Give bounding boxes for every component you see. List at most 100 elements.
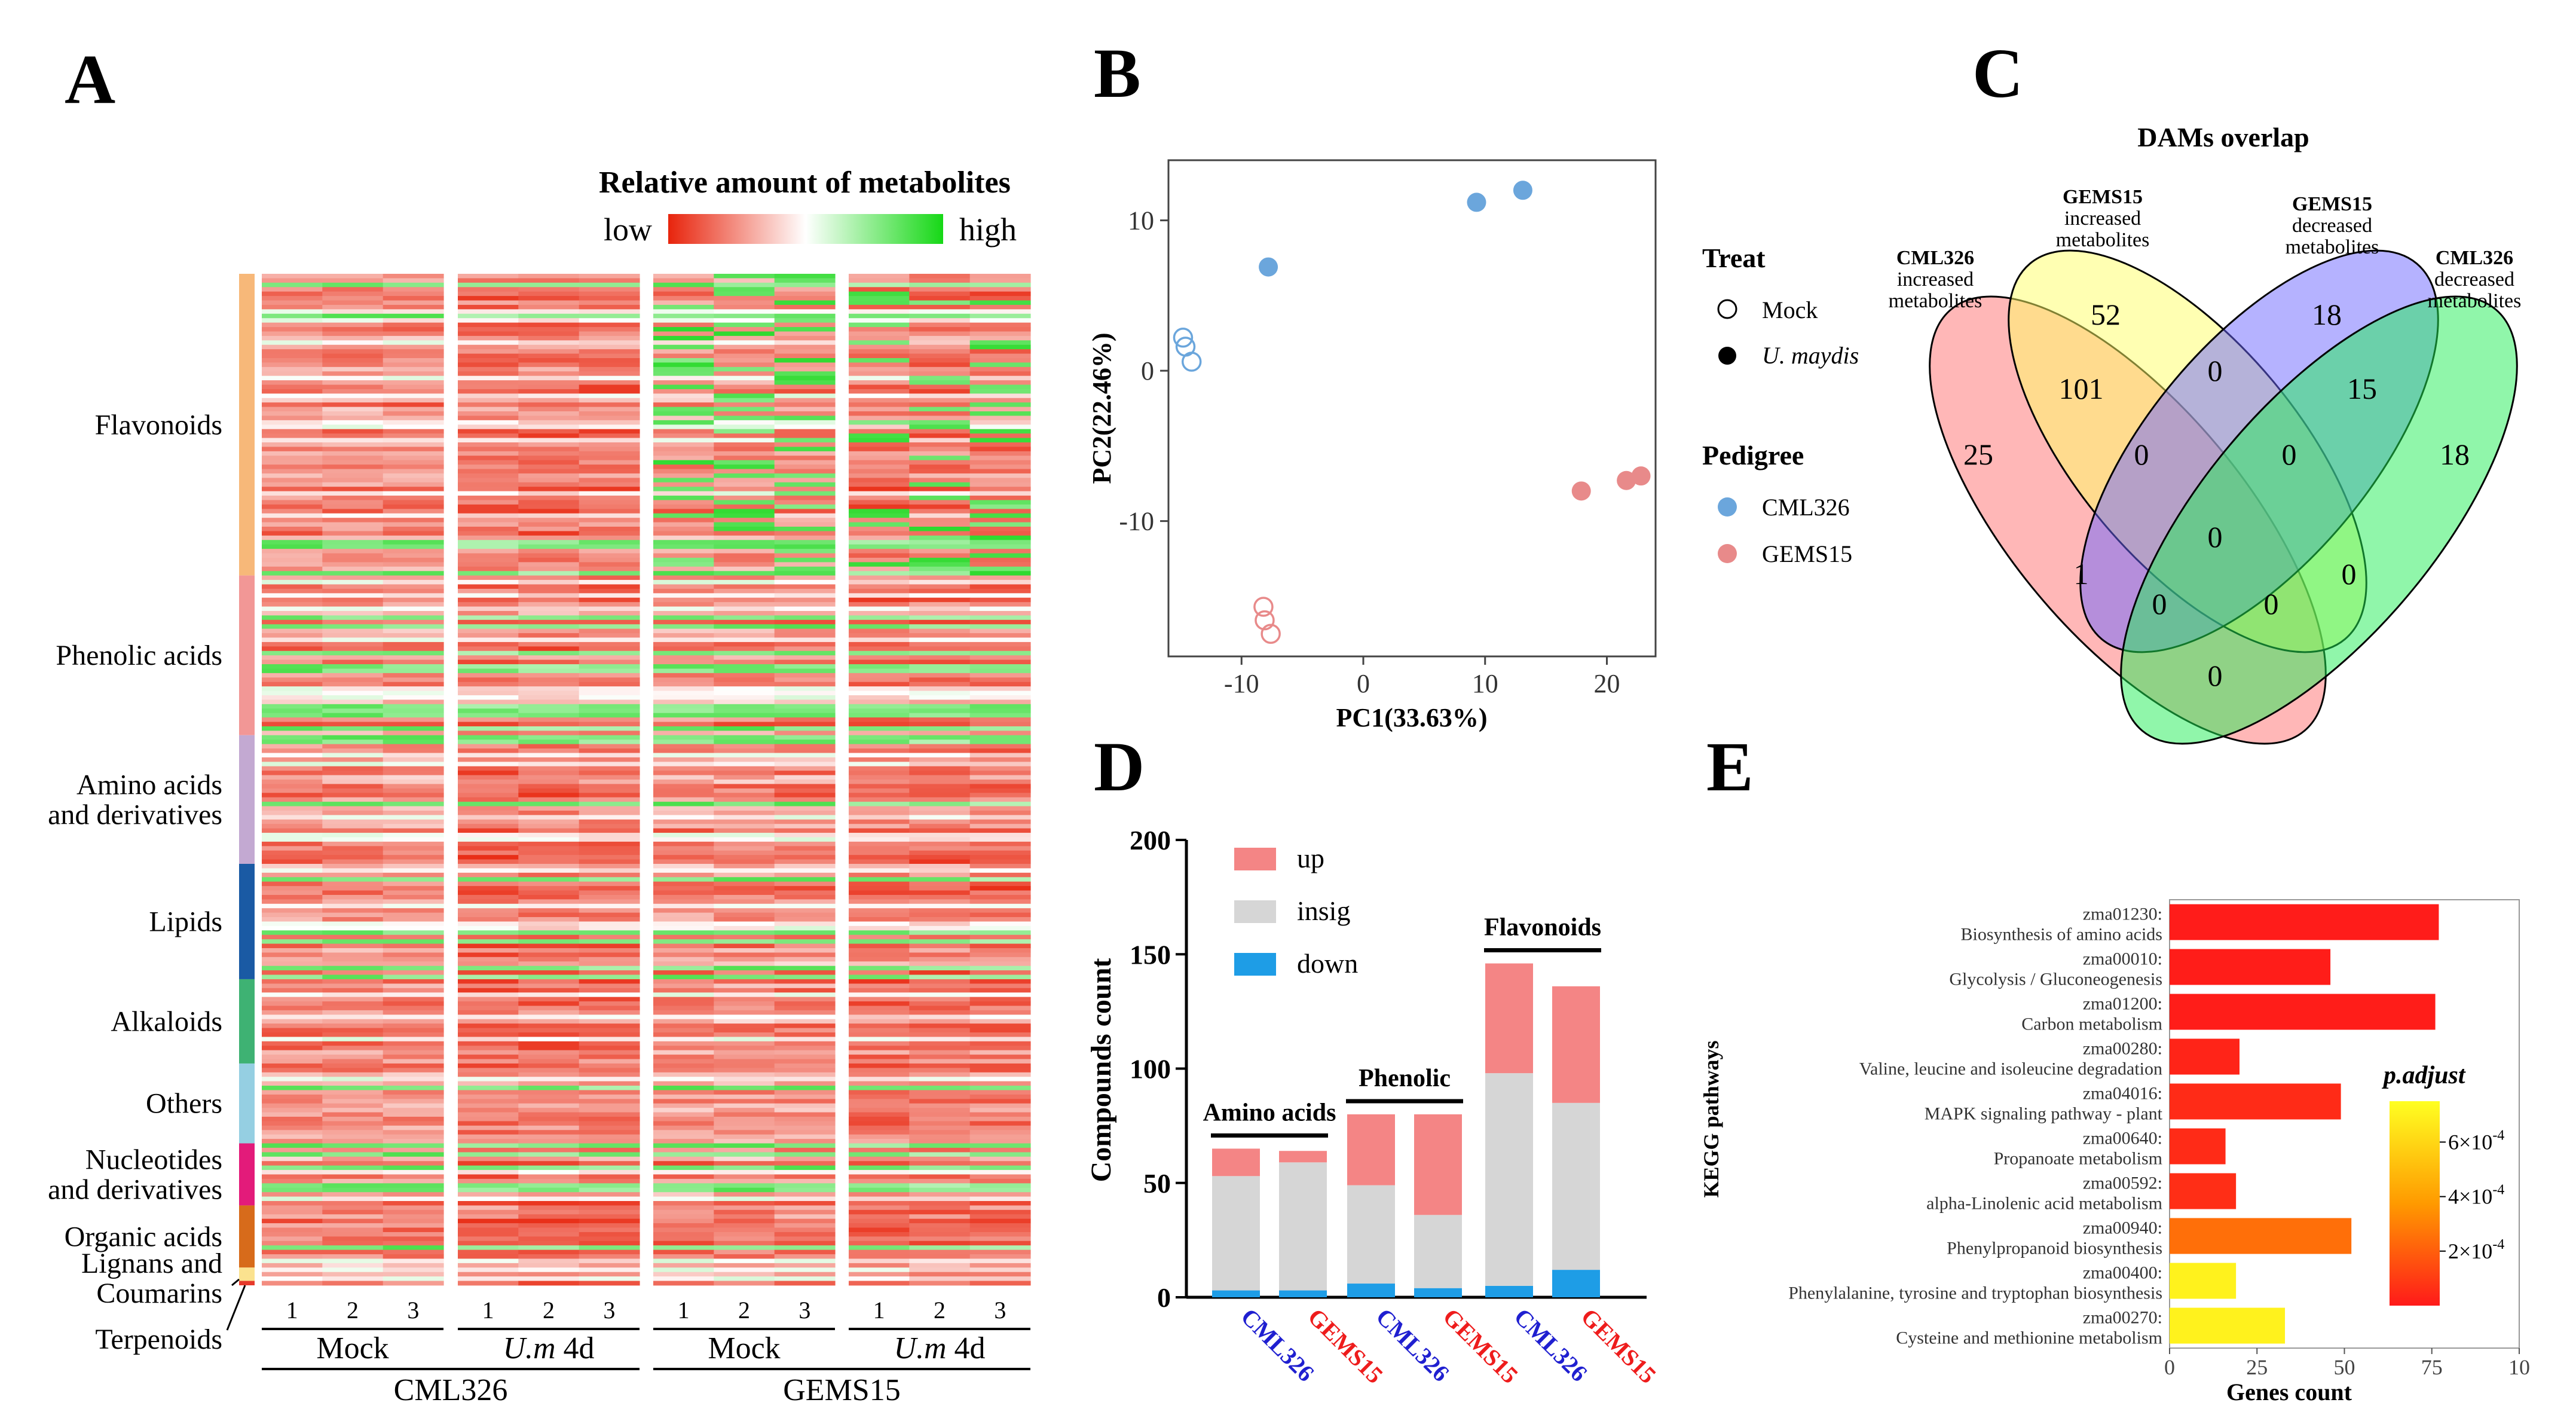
- heatmap-cell: [262, 1077, 323, 1082]
- heatmap-cell: [262, 855, 323, 860]
- category-label-line: Amino acids: [77, 769, 222, 800]
- heatmap-cell: [322, 375, 384, 381]
- heatmap-cell: [518, 1152, 580, 1157]
- heatmap-cell: [969, 1015, 1031, 1020]
- pca-ylabel: PC2(22.46%): [1087, 333, 1116, 484]
- heatmap-cell: [322, 1196, 384, 1202]
- heatmap-cell: [774, 1143, 836, 1148]
- heatmap-cell: [714, 1209, 775, 1215]
- heatmap-cell: [909, 930, 971, 936]
- heatmap-cell: [909, 619, 971, 625]
- heatmap-cell: [653, 1112, 714, 1117]
- heatmap-cell: [774, 726, 836, 731]
- heatmap-cell: [909, 1272, 971, 1277]
- heatmap-cell: [383, 1001, 444, 1006]
- heatmap-cell: [969, 713, 1031, 718]
- heatmap-cell: [458, 487, 519, 492]
- heatmap-cell: [322, 974, 384, 980]
- heatmap-cell: [518, 628, 580, 634]
- heatmap-cell: [653, 1059, 714, 1064]
- heatmap-scale-low: low: [604, 212, 652, 247]
- heatmap-cell: [262, 389, 323, 394]
- heatmap-cell: [653, 939, 714, 944]
- heatmap-cell: [714, 1108, 775, 1113]
- heatmap-cell: [714, 673, 775, 678]
- heatmap-cell: [458, 797, 519, 802]
- heatmap-cell: [774, 731, 836, 736]
- heatmap-cell: [458, 304, 519, 310]
- heatmap-cell: [774, 420, 836, 425]
- heatmap-cell: [969, 1001, 1031, 1006]
- heatmap-cell: [909, 1178, 971, 1184]
- heatmap-cell: [579, 553, 640, 558]
- heatmap-cell: [849, 1156, 910, 1162]
- heatmap-cell: [579, 690, 640, 696]
- heatmap-cell: [849, 815, 910, 820]
- heatmap-cell: [579, 824, 640, 829]
- heatmap-cell: [383, 664, 444, 669]
- heatmap-cell: [969, 1263, 1031, 1268]
- heatmap-cell: [579, 917, 640, 922]
- heatmap-cell: [322, 925, 384, 931]
- heatmap-cell: [383, 837, 444, 842]
- heatmap-cell: [969, 1134, 1031, 1139]
- heatmap-cell: [909, 992, 971, 998]
- heatmap-cell: [653, 633, 714, 638]
- heatmap-cell: [458, 340, 519, 346]
- heatmap-cell: [383, 850, 444, 855]
- heatmap-cell: [774, 673, 836, 678]
- heatmap-cell: [714, 571, 775, 576]
- heatmap-cell: [458, 722, 519, 727]
- heatmap-cell: [653, 646, 714, 652]
- heatmap-cell: [322, 433, 384, 438]
- heatmap-cell: [653, 1121, 714, 1126]
- heatmap-cell: [714, 278, 775, 283]
- heatmap-cell: [909, 1143, 971, 1148]
- heatmap-cell: [322, 735, 384, 740]
- heatmap-cell: [714, 641, 775, 647]
- heatmap-cell: [774, 850, 836, 855]
- pca-point-3: [1259, 257, 1278, 277]
- heatmap-cell: [518, 274, 580, 279]
- heatmap-cell: [969, 682, 1031, 687]
- heatmap-cell: [849, 274, 910, 279]
- venn-set-label-0: CML326 increased metabolites: [1889, 247, 1983, 312]
- heatmap-cell: [774, 646, 836, 652]
- heatmap-cell: [458, 344, 519, 350]
- heatmap-cell: [518, 668, 580, 674]
- heatmap-cell: [262, 833, 323, 838]
- heatmap-cell: [458, 335, 519, 341]
- heatmap-cell: [383, 1170, 444, 1175]
- heatmap-cell: [458, 912, 519, 918]
- heatmap-cell: [518, 1187, 580, 1193]
- heatmap-cell: [383, 482, 444, 487]
- heatmap-cell: [774, 1267, 836, 1273]
- heatmap-cell: [849, 886, 910, 891]
- heatmap-cell: [714, 1156, 775, 1162]
- heatmap-cell: [969, 930, 1031, 936]
- venn-count-3: 18: [2440, 438, 2470, 471]
- heatmap-cell: [849, 1037, 910, 1042]
- heatmap-cell: [383, 527, 444, 531]
- heatmap-cell: [383, 566, 444, 572]
- heatmap-cell: [262, 1037, 323, 1042]
- heatmap-cell: [383, 1081, 444, 1086]
- heatmap-cell: [579, 411, 640, 416]
- heatmap-cell: [322, 641, 384, 647]
- heatmap-cell: [849, 753, 910, 758]
- heatmap-cell: [969, 469, 1031, 474]
- heatmap-cell: [849, 597, 910, 603]
- heatmap-cell: [653, 611, 714, 616]
- e-bar-6: [2170, 1173, 2237, 1209]
- heatmap-cell: [653, 287, 714, 292]
- d-bar-up-0: [1212, 1148, 1260, 1177]
- heatmap-cell: [322, 1214, 384, 1220]
- heatmap-cell: [774, 1174, 836, 1180]
- heatmap-cell: [579, 597, 640, 603]
- heatmap-cell: [458, 965, 519, 971]
- heatmap-cell: [383, 855, 444, 860]
- heatmap-cell: [653, 899, 714, 905]
- d-legend-swatch-insig: [1234, 900, 1276, 923]
- heatmap-cell: [969, 438, 1031, 443]
